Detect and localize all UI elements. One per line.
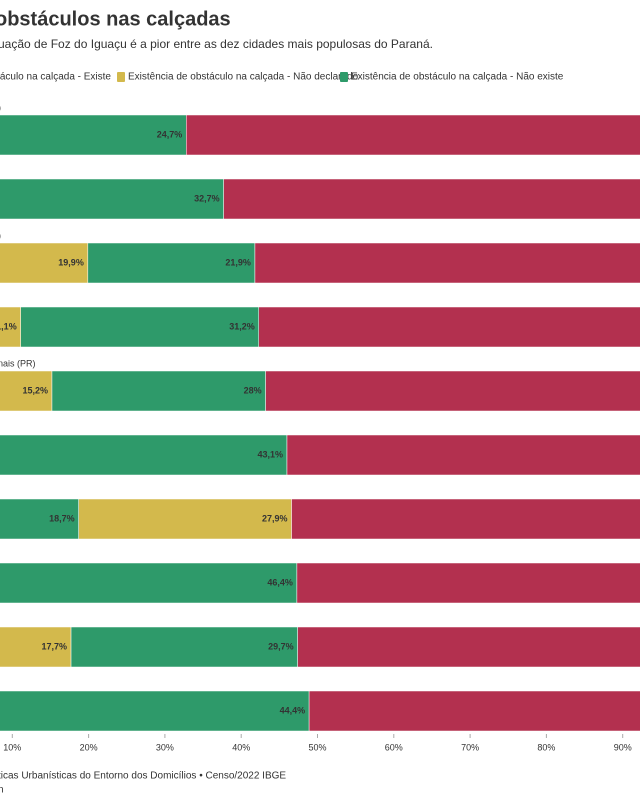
bar-segment <box>291 498 640 540</box>
source: ticas Urbanísticas do Entorno dos Domicí… <box>0 771 286 782</box>
bar-segment <box>0 114 187 156</box>
bar-segment <box>0 434 288 476</box>
value-label: 46,4% <box>267 577 293 587</box>
bar-segment <box>0 498 79 540</box>
x-tick-label: 20% <box>80 742 98 752</box>
chart-subtitle: uação de Foz do Iguaçu é a pior entre as… <box>0 37 433 51</box>
bar-segment <box>223 178 640 220</box>
value-label: 31,2% <box>229 321 255 331</box>
x-tick-label: 50% <box>308 742 326 752</box>
bar-segment <box>0 562 298 604</box>
value-label: 17,7% <box>42 641 68 651</box>
x-tick-label: 30% <box>156 742 174 752</box>
legend-swatch <box>117 72 125 82</box>
value-label: 44,4% <box>280 705 306 715</box>
credit: n <box>0 785 4 796</box>
bar-segment <box>78 498 292 540</box>
legend-label: Existência de obstáculo na calçada - Não… <box>351 72 564 83</box>
bar-segment <box>0 178 224 220</box>
bar-segment <box>254 242 640 284</box>
bar-segment <box>0 690 310 732</box>
bar-segment <box>186 114 640 156</box>
bar-segment <box>0 626 72 668</box>
value-label: 19,9% <box>58 257 84 267</box>
row-label: ) <box>0 230 1 240</box>
value-label: 18,7% <box>49 513 75 523</box>
bar-segment <box>87 242 256 284</box>
bar-segment <box>297 626 640 668</box>
value-label: 29,7% <box>268 641 294 651</box>
x-tick-label: 40% <box>232 742 250 752</box>
legend-swatch <box>340 72 348 82</box>
value-label: 28% <box>244 385 262 395</box>
x-tick-label: 90% <box>614 742 632 752</box>
x-tick-label: 70% <box>461 742 479 752</box>
bar-segment <box>308 690 640 732</box>
value-label: 11,1% <box>0 321 17 331</box>
x-tick-label: 80% <box>537 742 555 752</box>
row-label: nais (PR) <box>0 358 36 368</box>
bar-segment <box>286 434 640 476</box>
x-tick-label: 10% <box>3 742 21 752</box>
legend-label: Existência de obstáculo na calçada - Não… <box>128 72 359 83</box>
row-label: ) <box>0 102 1 112</box>
bar-segment <box>20 306 259 348</box>
bar-segment <box>0 242 89 284</box>
bar-segment <box>51 370 266 412</box>
value-label: 24,7% <box>157 129 183 139</box>
bar-segment <box>265 370 640 412</box>
value-label: 32,7% <box>194 193 220 203</box>
bar-segment <box>70 626 298 668</box>
value-label: 21,9% <box>225 257 251 267</box>
x-tick-label: 60% <box>385 742 403 752</box>
bar-segment <box>258 306 640 348</box>
value-label: 15,2% <box>22 385 48 395</box>
legend-label: obstáculo na calçada - Existe <box>0 72 111 83</box>
bar-segment <box>296 562 640 604</box>
chart-title: obstáculos nas calçadas <box>0 8 231 30</box>
value-label: 43,1% <box>257 449 283 459</box>
value-label: 27,9% <box>262 513 288 523</box>
